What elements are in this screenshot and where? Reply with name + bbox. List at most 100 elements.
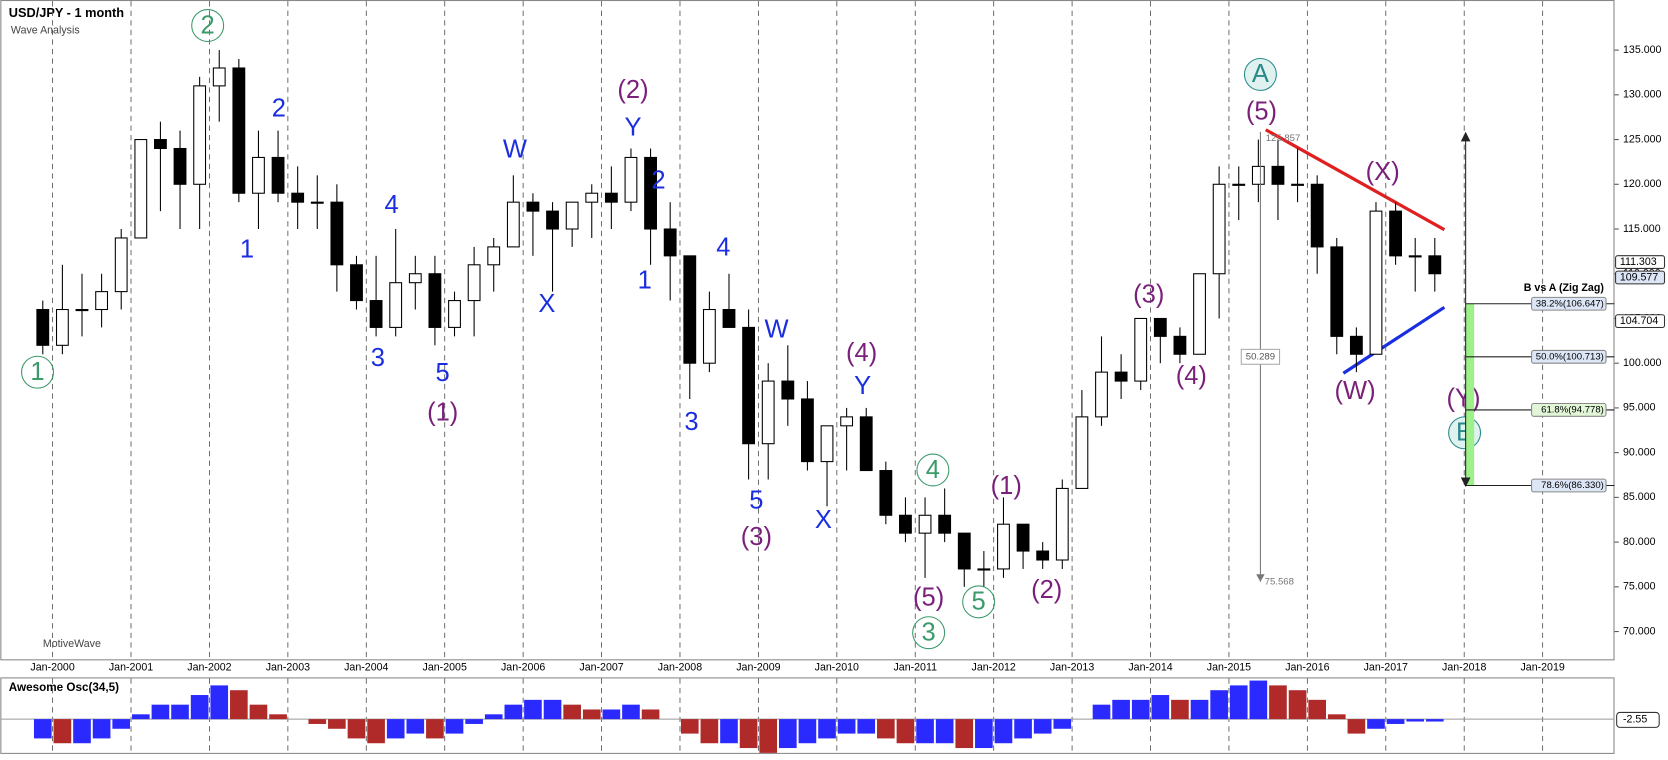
candle-body — [840, 416, 854, 427]
x-tick-label: Jan-2012 — [972, 662, 1016, 674]
wave-label: (2) — [1031, 576, 1062, 604]
osc-bar — [1210, 690, 1228, 720]
osc-bar — [1014, 719, 1032, 739]
candle-body — [722, 308, 736, 328]
candle-body — [938, 514, 952, 534]
wave-label: (4) — [846, 339, 877, 367]
wave-label: 5 — [972, 588, 986, 616]
fib-box — [1531, 402, 1607, 417]
osc-bar — [1367, 719, 1385, 729]
wave-label: 5 — [749, 487, 763, 515]
osc-bar — [916, 719, 934, 744]
osc-bar — [524, 699, 542, 720]
candle-body — [801, 398, 814, 463]
osc-bar — [92, 719, 111, 739]
candle-body — [742, 326, 756, 445]
candle-body — [977, 568, 991, 571]
wave-label: 3 — [684, 408, 698, 436]
osc-bar — [484, 714, 503, 720]
wave-label: W — [765, 315, 789, 343]
osc-title: Awesome Osc(34,5) — [9, 681, 119, 694]
candle-body — [75, 308, 89, 312]
candle-body — [1212, 183, 1226, 275]
wave-label: X — [538, 290, 555, 318]
candle-body — [526, 201, 540, 212]
osc-bar — [1288, 690, 1307, 720]
y-tick-label: 115.000 — [1623, 223, 1661, 235]
candle-body — [899, 514, 912, 534]
wave-label: Y — [854, 372, 871, 400]
candle-body — [1389, 210, 1403, 257]
osc-bar — [1249, 680, 1268, 720]
wave-circle — [191, 9, 225, 43]
y-tick-label: 85.000 — [1623, 491, 1656, 503]
measure-to: 75.568 — [1265, 576, 1294, 587]
candle-body — [1271, 165, 1285, 185]
osc-bar — [249, 704, 268, 720]
osc-bar — [386, 719, 405, 739]
osc-bar — [798, 719, 817, 744]
wave-circle — [916, 453, 950, 487]
x-tick-label: Jan-2006 — [501, 662, 545, 674]
wave-label: (5) — [1246, 97, 1277, 125]
osc-bar — [1308, 699, 1326, 720]
osc-tag-label: -2.55 — [1623, 714, 1647, 726]
wave-label: (2) — [617, 76, 648, 104]
candle-body — [644, 156, 657, 230]
candle-body — [663, 228, 677, 257]
wave-label: 2 — [651, 167, 665, 195]
price-tag — [1615, 270, 1666, 285]
candle-body — [271, 156, 285, 194]
osc-bar — [406, 719, 425, 734]
y-tick-label: 135.000 — [1623, 44, 1661, 56]
osc-bar — [778, 719, 797, 749]
osc-bar — [759, 719, 778, 753]
x-tick-label: Jan-2009 — [736, 662, 780, 674]
wave-circle — [962, 585, 996, 619]
wave-circle — [912, 616, 946, 650]
chart-subtitle: Wave Analysis — [11, 25, 80, 37]
osc-bar — [994, 719, 1013, 744]
x-tick-label: Jan-2008 — [658, 662, 702, 674]
osc-bar — [1229, 685, 1248, 720]
chart-title: USD/JPY - 1 month — [9, 5, 124, 20]
x-tick-label: Jan-2002 — [187, 662, 231, 674]
x-tick-label: Jan-2017 — [1364, 662, 1408, 674]
wave-label: A — [1252, 60, 1269, 88]
candle-body — [448, 300, 461, 328]
support-line — [1342, 305, 1446, 375]
wave-label: (1) — [427, 398, 458, 426]
osc-bar — [877, 719, 895, 739]
candle-body — [1055, 487, 1069, 561]
osc-bar — [190, 695, 209, 720]
candle-body — [252, 156, 265, 194]
x-tick-label: Jan-2000 — [30, 662, 74, 674]
candle-body — [624, 156, 638, 203]
wave-label: 5 — [436, 359, 450, 387]
wave-label: 4 — [385, 191, 399, 219]
osc-bar — [1425, 719, 1444, 722]
x-tick-label: Jan-2007 — [579, 662, 623, 674]
osc-bar — [53, 719, 72, 744]
wave-label: X — [815, 506, 832, 534]
y-tick-label: 95.000 — [1623, 402, 1656, 414]
osc-bar — [171, 704, 189, 720]
osc-bar — [1092, 704, 1111, 720]
osc-bar — [739, 719, 758, 749]
x-tick-label: Jan-2003 — [266, 662, 310, 674]
osc-bar — [210, 685, 229, 720]
fib-box — [1531, 296, 1607, 311]
osc-bar — [1327, 714, 1346, 720]
candle-body — [1036, 550, 1050, 561]
osc-bar — [347, 719, 366, 739]
wave-label: W — [503, 136, 527, 164]
candle-body — [683, 255, 697, 364]
fib-label: 61.8%(94.778) — [1541, 404, 1604, 415]
candle-body — [1095, 371, 1108, 418]
candle-body — [1193, 273, 1206, 355]
osc-bar — [602, 709, 621, 720]
osc-bar — [896, 719, 915, 744]
candle-body — [604, 192, 618, 203]
